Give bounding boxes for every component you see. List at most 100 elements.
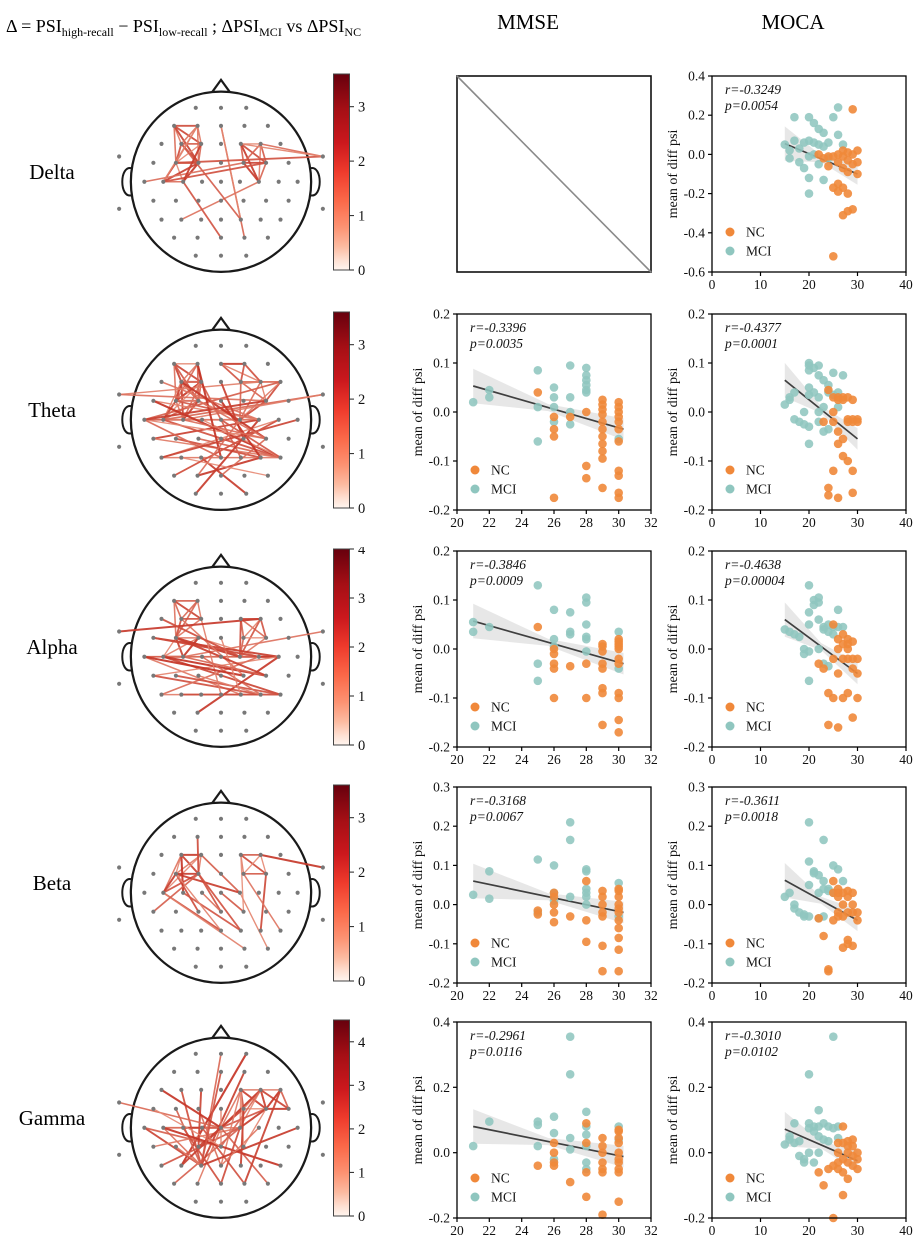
svg-text:20: 20 (802, 988, 816, 1003)
moca-plot-delta: 0 10 20 30 40 -0.6 -0.4 -0.2 0.0 0.2 0.4 mean of di… (666, 62, 916, 302)
legend-nc: NC (746, 225, 765, 240)
svg-text:-0.1: -0.1 (684, 454, 705, 469)
y-axis-label: mean of diff psi (666, 130, 681, 219)
svg-text:0.0: 0.0 (433, 897, 450, 912)
y-axis-label: mean of diff psi (666, 841, 681, 930)
svg-text:0.0: 0.0 (688, 642, 705, 657)
colorbar-theta: 0 1 2 3 (333, 311, 365, 517)
empty-plot (456, 75, 652, 273)
svg-text:0.1: 0.1 (433, 593, 450, 608)
svg-text:26: 26 (547, 1223, 561, 1236)
svg-text:30: 30 (612, 752, 626, 767)
p-value: p=0.0001 (724, 336, 778, 351)
legend-mci: MCI (491, 482, 517, 497)
svg-text:-0.2: -0.2 (684, 976, 705, 991)
title-seg: Δ = PSI (6, 16, 62, 36)
colorbar-alpha: 0 1 2 3 4 (333, 547, 366, 754)
legend-nc: NC (746, 1171, 765, 1186)
svg-text:0: 0 (358, 501, 365, 517)
r-value: r=-0.3396 (470, 320, 526, 335)
svg-text:26: 26 (547, 752, 561, 767)
svg-text:20: 20 (450, 515, 464, 530)
scatter-plot: 0 10 20 30 40 -0.2 0.0 0.2 0.4 mean of diff psi r=… (666, 1015, 913, 1236)
svg-text:-0.4: -0.4 (684, 225, 706, 240)
svg-text:0.2: 0.2 (688, 108, 705, 123)
svg-text:20: 20 (450, 988, 464, 1003)
svg-text:20: 20 (802, 515, 816, 530)
svg-text:28: 28 (580, 1223, 594, 1236)
svg-text:0: 0 (709, 277, 716, 292)
topoplot-delta (117, 78, 325, 274)
svg-text:30: 30 (851, 277, 865, 292)
svg-text:3: 3 (358, 591, 365, 607)
svg-text:0.0: 0.0 (433, 1145, 450, 1160)
p-value: p=0.0018 (724, 809, 778, 824)
svg-text:20: 20 (802, 1223, 816, 1236)
title-sub: NC (344, 25, 362, 39)
svg-text:0.2: 0.2 (688, 307, 705, 322)
p-value: p=0.0116 (469, 1044, 522, 1059)
r-value: r=-0.2961 (470, 1028, 526, 1043)
band-label-delta: Delta (29, 160, 75, 184)
svg-text:20: 20 (802, 752, 816, 767)
svg-text:-0.2: -0.2 (429, 503, 450, 518)
svg-text:0: 0 (709, 1223, 716, 1236)
svg-text:4: 4 (358, 547, 366, 558)
svg-text:10: 10 (754, 752, 768, 767)
svg-text:20: 20 (450, 752, 464, 767)
svg-text:2: 2 (358, 1122, 365, 1138)
svg-text:32: 32 (644, 988, 658, 1003)
svg-text:0: 0 (358, 738, 365, 754)
svg-text:0.0: 0.0 (688, 897, 705, 912)
r-value: r=-0.4638 (725, 557, 781, 572)
svg-text:1: 1 (358, 209, 365, 225)
r-value: r=-0.3249 (725, 82, 781, 97)
scatter-plot: 0 10 20 30 40 -0.2 -0.1 0.0 0.1 0.2 mean of diff p… (666, 307, 913, 531)
legend-mci: MCI (746, 719, 772, 734)
svg-text:40: 40 (899, 752, 913, 767)
title-sub: MCI (259, 25, 282, 39)
svg-text:0.3: 0.3 (433, 780, 450, 795)
legend-mci: MCI (746, 1190, 772, 1205)
svg-text:0.4: 0.4 (688, 1015, 705, 1030)
svg-text:26: 26 (547, 988, 561, 1003)
svg-text:28: 28 (580, 515, 594, 530)
svg-text:1: 1 (358, 1165, 365, 1181)
svg-text:0.2: 0.2 (433, 544, 450, 559)
svg-text:0.1: 0.1 (433, 356, 450, 371)
svg-text:40: 40 (899, 277, 913, 292)
svg-text:40: 40 (899, 988, 913, 1003)
band-label-theta: Theta (28, 398, 76, 422)
svg-text:28: 28 (580, 752, 594, 767)
p-value: p=0.0067 (469, 809, 524, 824)
svg-text:0: 0 (358, 974, 365, 990)
r-value: r=-0.3846 (470, 557, 526, 572)
p-value: p=0.00004 (724, 573, 785, 588)
svg-text:0.1: 0.1 (688, 356, 705, 371)
legend-nc: NC (491, 700, 510, 715)
mmse-plot-delta (411, 62, 661, 302)
svg-text:2: 2 (358, 640, 365, 656)
svg-text:0.1: 0.1 (433, 858, 450, 873)
legend-mci: MCI (491, 955, 517, 970)
svg-text:30: 30 (612, 988, 626, 1003)
svg-text:3: 3 (358, 1078, 365, 1094)
mmse-plot-beta: 20 22 24 26 28 30 32 -0.2 -0.1 0.0 0.1 0.2 0.3 mean o… (411, 773, 661, 1013)
moca-plot-gamma: 0 10 20 30 40 -0.2 0.0 0.2 0.4 mean of diff psi r=… (666, 1008, 916, 1236)
topoplot-beta (117, 789, 325, 985)
svg-text:-0.6: -0.6 (684, 265, 706, 280)
title-seg: vs ΔPSI (281, 16, 345, 36)
svg-text:-0.2: -0.2 (684, 1211, 705, 1226)
svg-text:32: 32 (644, 515, 658, 530)
r-value: r=-0.3010 (725, 1028, 781, 1043)
mmse-plot-alpha: 20 22 24 26 28 30 32 -0.2 -0.1 0.0 0.1 0.2 mean of d… (411, 537, 661, 777)
svg-text:30: 30 (612, 515, 626, 530)
legend-mci: MCI (491, 719, 517, 734)
scatter-plot: 0 10 20 30 40 -0.6 -0.4 -0.2 0.0 0.2 0.4 mean of di… (666, 69, 913, 293)
svg-text:3: 3 (358, 338, 365, 354)
svg-text:40: 40 (899, 515, 913, 530)
colorbar-beta: 0 1 2 3 (333, 784, 365, 990)
r-value: r=-0.4377 (725, 320, 782, 335)
scatter-plot: 20 22 24 26 28 30 32 -0.2 -0.1 0.0 0.1 0.2 mean of d… (411, 544, 658, 768)
